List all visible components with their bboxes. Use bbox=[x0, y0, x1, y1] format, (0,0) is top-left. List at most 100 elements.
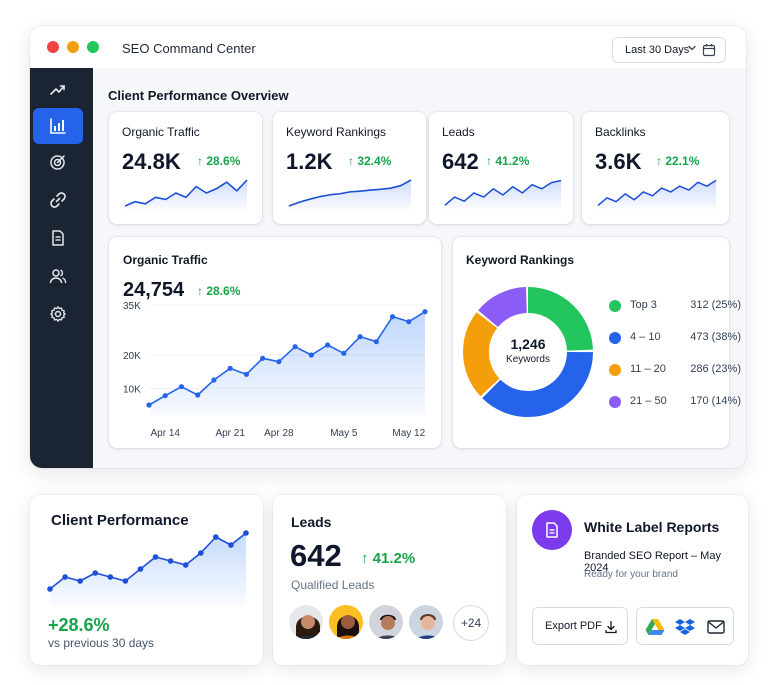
person-avatar-icon bbox=[289, 605, 323, 639]
data-point bbox=[211, 377, 217, 383]
sparkline-area bbox=[597, 180, 717, 210]
x-tick-label: Apr 14 bbox=[151, 428, 181, 439]
leads-delta: ↑ 41.2% bbox=[361, 550, 416, 567]
report-name: Branded SEO Report – May 2024 bbox=[584, 550, 721, 574]
donut-center-label: Keywords bbox=[506, 354, 550, 365]
kpi-delta: ↑ 28.6% bbox=[197, 154, 241, 168]
sparkline-line bbox=[444, 179, 562, 206]
sparkline-area bbox=[50, 533, 246, 605]
legend-label: Top 3 bbox=[630, 299, 657, 311]
sidebar-item-clients[interactable] bbox=[33, 258, 83, 294]
data-point bbox=[195, 392, 201, 398]
kpi-sparkline bbox=[288, 179, 412, 210]
data-point bbox=[162, 393, 168, 399]
data-point bbox=[62, 574, 68, 580]
gear-icon bbox=[50, 306, 66, 322]
data-point bbox=[137, 566, 144, 572]
sparkline-line bbox=[597, 179, 717, 207]
growth-value: +28.6% bbox=[48, 615, 110, 635]
data-point bbox=[308, 352, 314, 358]
data-point bbox=[47, 586, 53, 592]
x-tick-label: Apr 21 bbox=[215, 428, 245, 439]
data-point bbox=[389, 314, 396, 320]
sparkline-area bbox=[444, 180, 562, 210]
kpi-sparkline bbox=[597, 179, 717, 210]
legend-swatch bbox=[609, 332, 621, 344]
legend-swatch bbox=[609, 396, 621, 408]
sidebar-item-settings[interactable] bbox=[33, 296, 83, 332]
kpi-label: Backlinks bbox=[595, 125, 646, 139]
x-tick-label: Apr 28 bbox=[264, 428, 294, 439]
kpi-delta: ↑ 32.4% bbox=[348, 154, 392, 168]
more-leads-badge[interactable]: +24 bbox=[453, 605, 489, 641]
donut-title: Keyword Rankings bbox=[466, 253, 575, 267]
avatar[interactable] bbox=[327, 603, 365, 641]
sidebar-item-reports[interactable] bbox=[33, 220, 83, 256]
data-point bbox=[146, 402, 152, 408]
trend-line-icon bbox=[50, 85, 65, 95]
report-badge bbox=[532, 510, 572, 550]
area-fill bbox=[149, 311, 425, 415]
kpi-card-backlinks[interactable]: Backlinks 3.6K ↑ 22.1% bbox=[582, 112, 729, 224]
card-title: Client Performance bbox=[51, 512, 189, 529]
data-point bbox=[373, 339, 379, 345]
date-range-select[interactable]: Last 30 Days bbox=[612, 37, 726, 63]
google-drive-icon[interactable] bbox=[645, 618, 665, 636]
dropbox-icon[interactable] bbox=[675, 618, 695, 636]
chart-total-value: 24,754 bbox=[123, 279, 185, 301]
data-point bbox=[228, 542, 234, 548]
sparkline-line bbox=[49, 532, 247, 590]
avatar[interactable] bbox=[367, 603, 405, 641]
x-tick-label: May 5 bbox=[330, 428, 358, 439]
series-line bbox=[148, 310, 426, 406]
avatar[interactable] bbox=[287, 603, 325, 641]
data-point bbox=[357, 334, 363, 340]
sidebar-item-trends[interactable] bbox=[33, 72, 83, 108]
data-point bbox=[167, 558, 174, 564]
growth-caption: vs previous 30 days bbox=[48, 636, 155, 650]
chart-title: Organic Traffic bbox=[123, 253, 208, 267]
client-performance-sparkline bbox=[47, 530, 249, 605]
x-tick-label: May 12 bbox=[392, 428, 425, 439]
kpi-card-keyword-rankings[interactable]: Keyword Rankings 1.2K ↑ 32.4% bbox=[273, 112, 426, 224]
close-window-button[interactable] bbox=[47, 41, 59, 53]
legend-label: 21 – 50 bbox=[630, 395, 667, 407]
mail-icon[interactable] bbox=[707, 620, 725, 634]
client-performance-card: Client Performance +28.6% vs previous 30… bbox=[30, 495, 263, 665]
kpi-label: Leads bbox=[442, 125, 475, 139]
data-point bbox=[324, 342, 331, 348]
sidebar-item-backlinks[interactable] bbox=[33, 182, 83, 218]
organic-traffic-area-chart: 10K 20K 35K Apr 14 Apr 21 Apr 28 May 5 May 12 bbox=[123, 301, 428, 439]
target-icon bbox=[50, 155, 65, 170]
sparkline-line bbox=[124, 179, 248, 207]
avatar[interactable] bbox=[407, 603, 445, 641]
legend-label: 4 – 10 bbox=[630, 331, 661, 343]
y-tick-label: 35K bbox=[123, 301, 141, 312]
legend-value: 312 (25%) bbox=[690, 299, 741, 311]
person-avatar-icon bbox=[369, 605, 403, 639]
share-destinations-group bbox=[636, 607, 734, 645]
donut-segment bbox=[463, 287, 593, 417]
data-point bbox=[213, 534, 219, 540]
kpi-card-organic-traffic[interactable]: Organic Traffic 24.8K ↑ 28.6% bbox=[109, 112, 262, 224]
calendar-icon bbox=[702, 44, 716, 57]
data-point bbox=[276, 359, 282, 365]
data-point bbox=[122, 578, 129, 584]
legend-value: 473 (38%) bbox=[690, 331, 741, 343]
organic-traffic-chart-card: Organic Traffic 24,754 ↑ 28.6% 10K 20K 35K… bbox=[109, 237, 441, 448]
data-point bbox=[260, 355, 266, 361]
data-point bbox=[422, 309, 428, 315]
legend-swatch bbox=[609, 364, 621, 376]
minimize-window-button[interactable] bbox=[67, 41, 79, 53]
export-pdf-button[interactable]: Export PDF bbox=[532, 607, 628, 645]
donut-segment bbox=[463, 287, 593, 417]
kpi-card-leads[interactable]: Leads 642 ↑ 41.2% bbox=[429, 112, 573, 224]
report-status: Ready for your brand bbox=[584, 569, 678, 580]
sidebar-item-goals[interactable] bbox=[33, 144, 83, 180]
sidebar-item-analytics[interactable] bbox=[33, 108, 83, 144]
window-title: SEO Command Center bbox=[122, 41, 256, 56]
maximize-window-button[interactable] bbox=[87, 41, 99, 53]
person-avatar-icon bbox=[409, 605, 443, 639]
leads-card: Leads 642 ↑ 41.2% Qualified Leads +24 bbox=[273, 495, 506, 665]
kpi-delta: ↑ 41.2% bbox=[486, 154, 530, 168]
